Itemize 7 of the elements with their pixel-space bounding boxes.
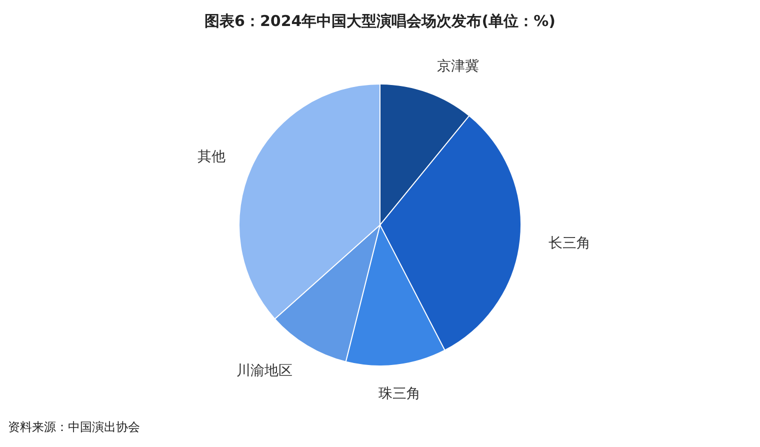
text: 资料来源：中国演出协会 xyxy=(8,420,140,434)
slice-label: 珠三角 xyxy=(378,386,421,402)
chart-title: 图表6：2024年中国大型演唱会场次发布(单位：%) xyxy=(204,12,556,30)
slice-label: 其他 xyxy=(198,148,226,165)
slice-label: 川渝地区 xyxy=(236,362,292,379)
slice-label: 京津冀 xyxy=(436,58,479,75)
slice-label: 长三角 xyxy=(548,236,590,252)
